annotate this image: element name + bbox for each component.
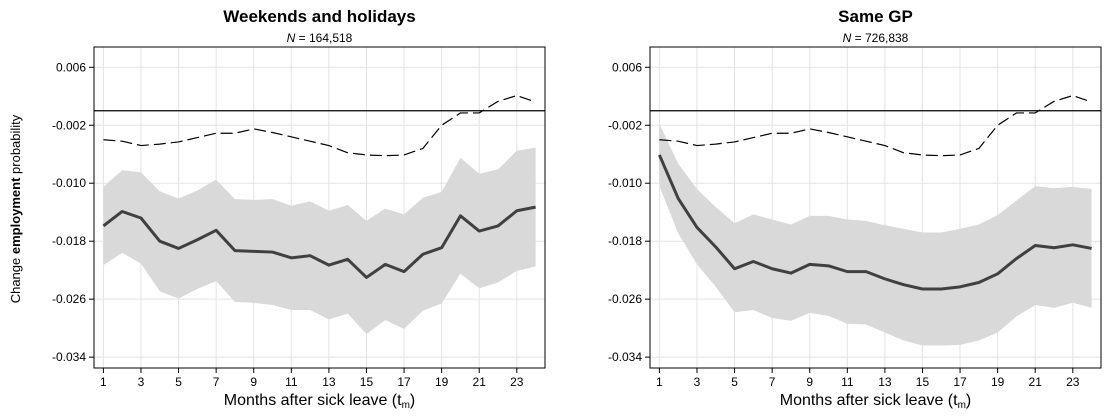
x-tick-label: 11 — [285, 375, 298, 389]
x-tick-label: 5 — [731, 375, 738, 389]
x-tick-label: 15 — [916, 375, 930, 389]
x-tick-label: 9 — [806, 375, 813, 389]
confidence-band — [103, 147, 536, 334]
y-tick-label: -0.018 — [52, 234, 86, 248]
x-tick-label: 23 — [1066, 375, 1080, 389]
y-axis-label-post: probability — [8, 114, 23, 177]
y-tick-label: 0.006 — [612, 60, 642, 74]
y-tick-label: -0.002 — [608, 118, 642, 132]
x-tick-label: 17 — [953, 375, 967, 389]
x-tick-label: 21 — [473, 375, 487, 389]
x-tick-label: 11 — [841, 375, 854, 389]
x-tick-label: 19 — [435, 375, 449, 389]
sample-size-value: = 164,518 — [295, 31, 352, 45]
x-axis-label-main: Months after sick leave (t — [780, 392, 958, 409]
sample-size-symbol: N — [287, 31, 296, 45]
x-tick-label: 19 — [991, 375, 1005, 389]
dashed-series-line — [103, 94, 536, 157]
estimate-series-line — [102, 205, 536, 279]
panel-title: Same GP — [838, 7, 913, 26]
x-tick-label: 5 — [175, 375, 182, 389]
x-tick-label: 3 — [138, 375, 145, 389]
plot-frame — [93, 46, 546, 369]
x-axis-label-main: Months after sick leave (t — [224, 392, 402, 409]
x-axis-label-close: ) — [966, 392, 971, 409]
x-axis-label: Months after sick leave (tm) — [224, 392, 416, 411]
x-tick-label: 13 — [878, 375, 892, 389]
x-tick-label: 7 — [769, 375, 776, 389]
y-tick-label: -0.010 — [52, 176, 86, 190]
y-tick-label: -0.002 — [52, 118, 86, 132]
x-axis-label-subscript: m — [402, 400, 410, 411]
x-axis-label-subscript: m — [958, 400, 966, 411]
x-axis-label: Months after sick leave (tm) — [780, 392, 972, 411]
sample-size-symbol: N — [843, 31, 852, 45]
dashed-series-line — [659, 94, 1092, 157]
panel-title: Weekends and holidays — [223, 7, 415, 26]
sample-size-value: = 726,838 — [851, 31, 908, 45]
y-tick-label: 0.006 — [56, 60, 86, 74]
x-tick-label: 15 — [360, 375, 374, 389]
y-tick-label: -0.026 — [608, 292, 642, 306]
x-tick-label: 1 — [656, 375, 663, 389]
y-tick-label: -0.026 — [52, 292, 86, 306]
y-axis-label-pre: Change — [8, 254, 23, 303]
x-tick-label: 1 — [100, 375, 107, 389]
x-tick-label: 9 — [250, 375, 257, 389]
y-axis-label-bold: employment — [8, 177, 23, 254]
x-tick-label: 3 — [694, 375, 701, 389]
plot-frame — [649, 46, 1102, 369]
confidence-band — [659, 123, 1092, 346]
y-tick-label: -0.034 — [52, 350, 86, 364]
x-tick-label: 13 — [322, 375, 336, 389]
panel-sample-size: N = 726,838 — [843, 31, 909, 45]
y-tick-label: -0.034 — [608, 350, 642, 364]
y-tick-label: -0.010 — [608, 176, 642, 190]
x-axis-label-close: ) — [410, 392, 415, 409]
estimate-series-line — [658, 154, 1092, 291]
x-tick-label: 17 — [397, 375, 411, 389]
x-tick-label: 23 — [510, 375, 524, 389]
y-axis-label: Change employment probability — [8, 114, 23, 303]
y-tick-label: -0.018 — [608, 234, 642, 248]
panel-sample-size: N = 164,518 — [287, 31, 353, 45]
x-tick-label: 7 — [213, 375, 220, 389]
x-tick-label: 21 — [1029, 375, 1043, 389]
